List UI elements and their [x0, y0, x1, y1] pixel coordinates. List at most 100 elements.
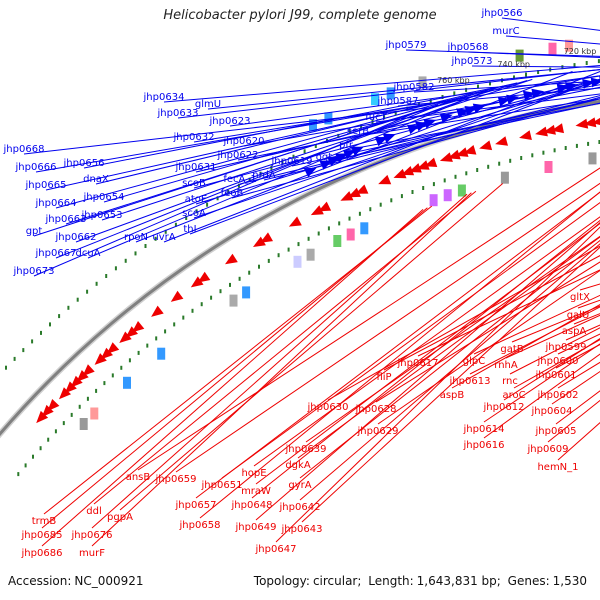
- tick-dot: [270, 165, 273, 170]
- forward-gene-label: jhp0579: [385, 40, 427, 51]
- reverse-gene-label: gltX: [570, 292, 590, 303]
- tick-dot: [105, 274, 108, 278]
- tick-dot: [432, 182, 435, 187]
- reverse-leader-line: [251, 219, 600, 499]
- tick-dot: [124, 258, 127, 263]
- reverse-gene-label: jhp0599: [545, 342, 587, 353]
- reverse-gene-arrow: [119, 331, 132, 343]
- reverse-gene-arrow: [479, 140, 493, 151]
- reverse-gene-arrow: [424, 157, 438, 167]
- tick-dot: [173, 322, 176, 327]
- forward-gene-label: pfr: [339, 140, 354, 151]
- reverse-leader-line: [383, 255, 600, 371]
- tick-dot: [358, 211, 361, 216]
- tick-dot: [369, 207, 372, 212]
- tick-dot: [182, 315, 185, 320]
- tick-dot: [564, 146, 567, 150]
- tick-dot: [411, 190, 414, 194]
- reverse-gene-arrow: [41, 404, 54, 418]
- forward-gene-label: jhp0667: [35, 248, 77, 259]
- tick-dot: [598, 140, 600, 144]
- tick-dot: [465, 87, 468, 92]
- forward-leader-line: [55, 93, 473, 209]
- forward-leader-line: [33, 104, 439, 237]
- tick-dot: [78, 404, 81, 409]
- forward-leader-line: [33, 110, 420, 277]
- forward-gene-label: thI: [183, 224, 196, 235]
- reverse-gene-label: gatB: [500, 344, 523, 355]
- tick-dot: [400, 194, 403, 199]
- tick-dot: [174, 222, 177, 227]
- forward-gene-label: fecA_1: [223, 174, 256, 185]
- tick-dot: [465, 171, 468, 176]
- tick-dot: [206, 202, 209, 207]
- tick-dot: [31, 339, 34, 344]
- tick-dot: [216, 196, 219, 201]
- tick-dot: [200, 302, 203, 307]
- genes-value: 1,530: [552, 574, 587, 588]
- reverse-gene-label: jhp0628: [355, 404, 397, 415]
- forward-leader-line: [467, 51, 600, 58]
- tick-dot: [47, 437, 50, 442]
- reverse-gene-arrow: [439, 152, 453, 162]
- tick-dot: [248, 177, 251, 182]
- reverse-gene-label: fliP: [376, 372, 391, 383]
- reverse-gene-label: hemN_1: [537, 462, 578, 473]
- reverse-gene-arrow: [197, 271, 211, 283]
- tick-dot: [267, 258, 270, 263]
- tick-dot: [487, 164, 490, 169]
- reverse-gene-label: jhp0642: [279, 502, 321, 513]
- reverse-feature-block: [79, 418, 88, 430]
- reverse-leader-line: [221, 202, 600, 479]
- tick-dot: [17, 472, 20, 477]
- reverse-gene-label: jhp0659: [155, 474, 197, 485]
- forward-gene-label: ogt: [316, 152, 332, 163]
- tick-dot: [477, 84, 479, 89]
- forward-leader-line: [505, 35, 600, 45]
- reverse-leader-line: [299, 239, 600, 479]
- tick-dot: [327, 226, 330, 231]
- topology-label: Topology:: [253, 574, 310, 588]
- tick-dot: [314, 144, 317, 148]
- tick-dot: [219, 289, 222, 294]
- tick-dot: [95, 281, 98, 286]
- forward-gene-label: jhp0663: [45, 214, 87, 225]
- reverse-gene-label: glpC: [463, 356, 485, 367]
- accession-info: Accession: NC_000921: [8, 574, 147, 588]
- reverse-gene-label: jhp0613: [449, 376, 491, 387]
- forward-gene-label: jhp0665: [25, 180, 67, 191]
- reverse-leader-line: [297, 236, 600, 459]
- tick-dot: [86, 396, 89, 401]
- forward-leader-line: [95, 82, 518, 185]
- reverse-gene-arrow: [393, 168, 407, 179]
- reverse-gene-label: jhp0647: [255, 544, 297, 555]
- reverse-gene-arrow: [288, 216, 302, 227]
- reverse-gene-label: jhp0612: [483, 402, 525, 413]
- reverse-leader-line: [503, 338, 600, 401]
- forward-gene-label: jhp0568: [447, 42, 489, 53]
- reverse-gene-label: gyrA: [288, 480, 311, 491]
- forward-leader-line: [103, 80, 528, 203]
- tick-dot: [70, 412, 73, 417]
- tick-dot: [542, 150, 545, 155]
- reverse-leader-line: [483, 353, 600, 439]
- tick-dot: [406, 106, 409, 111]
- forward-leader-line: [189, 78, 600, 235]
- forward-gene-label: jhp0673: [13, 266, 55, 277]
- forward-leader-line: [231, 96, 600, 199]
- forward-feature-block: [309, 119, 317, 132]
- reverse-gene-label: jhp0685: [21, 530, 63, 541]
- tick-dot: [248, 270, 251, 275]
- tick-dot: [22, 348, 25, 353]
- forward-leader-line: [323, 102, 600, 163]
- length-value: 1,643,831 bp;: [416, 574, 501, 588]
- reverse-gene-arrow: [225, 253, 238, 265]
- forward-gene-label: dnaX: [83, 174, 109, 185]
- forward-gene-label: scoB: [182, 178, 206, 189]
- kbp-tick-label: 760 kbp: [437, 76, 470, 85]
- forward-gene-label: jhp0566: [481, 8, 523, 19]
- accession-value: NC_000921: [74, 574, 144, 588]
- tick-dot: [394, 110, 397, 115]
- forward-gene-label: jhp0620: [223, 136, 265, 147]
- tick-dot: [154, 236, 157, 241]
